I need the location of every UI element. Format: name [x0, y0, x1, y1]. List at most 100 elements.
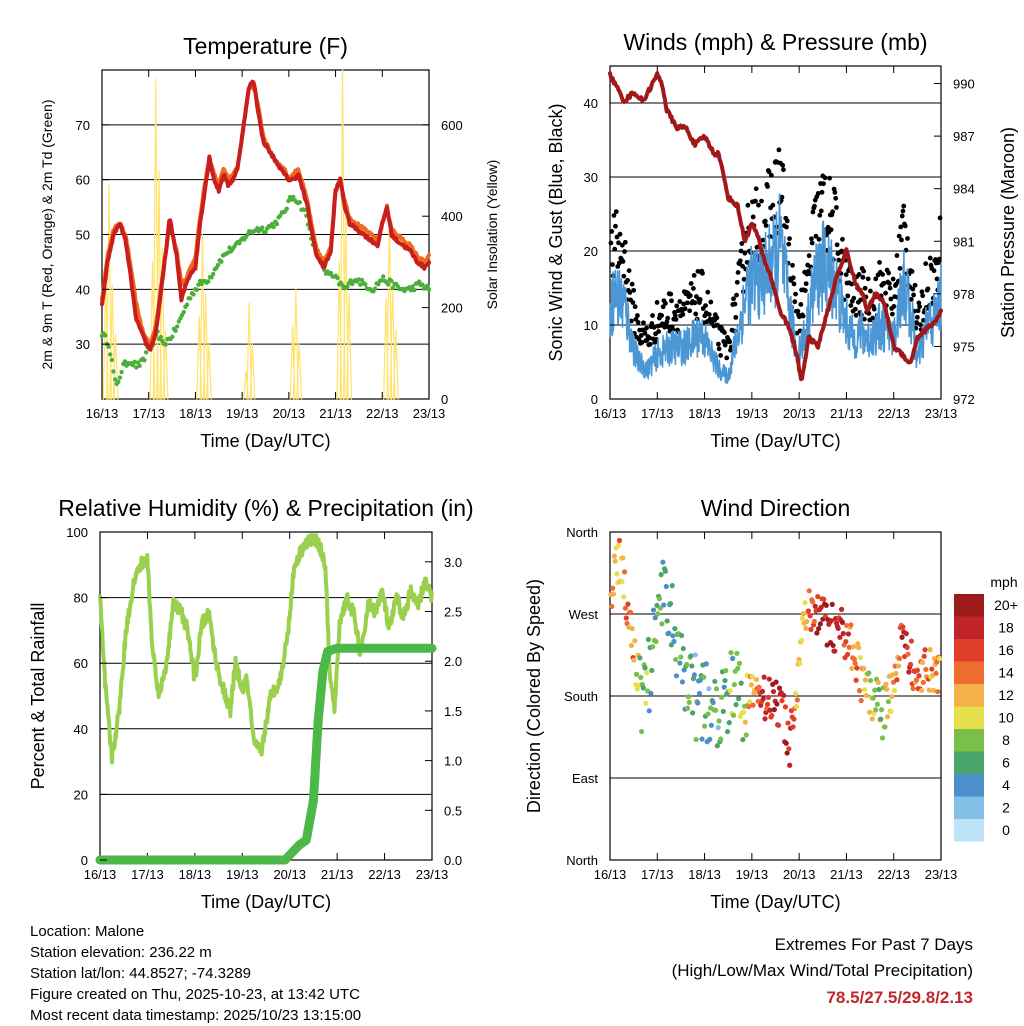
winds-gust-dot: [714, 315, 720, 321]
wdir-point: [803, 625, 809, 631]
winds-gust-dot: [654, 300, 660, 305]
temp-dewpoint-dot: [385, 282, 391, 287]
winds-gust-dot: [802, 288, 808, 293]
winds-gust-dot: [622, 239, 628, 245]
wdir-legend-swatch-7: [954, 661, 984, 684]
wdir-xtick-label-1: 17/13: [641, 867, 674, 882]
wdir-point: [685, 694, 691, 700]
winds-gust-dot: [792, 299, 798, 305]
wdir-point: [645, 636, 651, 643]
winds-gust-dot: [905, 236, 910, 241]
wdir-legend-label-6: 12: [998, 687, 1014, 703]
wdir-point: [930, 687, 937, 694]
wdir-ylabel: Direction (Colored By Speed): [524, 579, 544, 813]
winds-gust-dot: [668, 291, 674, 297]
winds-gust-dot: [896, 233, 902, 239]
wdir-point: [742, 719, 749, 725]
temp-xtick-label-7: 23/13: [413, 406, 446, 421]
wdir-point: [756, 684, 762, 690]
winds-xtick-label-4: 20/13: [783, 406, 816, 421]
rh-precip-line: [95, 643, 437, 865]
wdir-point: [638, 728, 645, 735]
winds-gust-dot: [858, 297, 864, 303]
wdir-point: [913, 677, 920, 683]
wdir-point: [919, 659, 926, 666]
temp-dewpoint-dot: [111, 369, 116, 374]
wdir-point: [612, 558, 618, 564]
winds-gust-dot: [632, 304, 638, 310]
winds-xtick-label-5: 21/13: [830, 406, 863, 421]
wdir-point: [761, 674, 767, 680]
wdir-legend-label-4: 8: [1002, 732, 1010, 748]
wdir-point: [693, 736, 699, 743]
temp-dewpoint-dot: [173, 328, 178, 334]
winds-gust-dot: [680, 312, 686, 317]
temp-solar-spike-2-2: [202, 293, 209, 400]
winds-gust-dot: [822, 175, 828, 181]
wdir-point: [720, 708, 726, 714]
wdir-point: [623, 615, 629, 621]
winds-gust-dot: [616, 240, 621, 246]
wdir-point: [715, 725, 721, 731]
winds-xlabel: Time (Day/UTC): [710, 431, 840, 451]
wdir-point: [879, 707, 885, 713]
wdir-point: [646, 708, 652, 714]
winds-xtick-label-6: 22/13: [877, 406, 910, 421]
footer-created: Figure created on Thu, 2025-10-23, at 13…: [30, 986, 360, 1003]
temp-dewpoint-dot: [379, 278, 384, 283]
temp-dewpoint-dot: [122, 359, 128, 364]
wdir-point: [790, 724, 796, 730]
winds-gust-dot: [886, 270, 892, 276]
winds-gust-dot: [616, 260, 622, 266]
winds-xtick-label-2: 18/13: [688, 406, 721, 421]
winds-gust-dot: [659, 313, 665, 318]
rh-ytick-label-3: 60: [74, 656, 88, 671]
temp-dewpoint-dot: [416, 279, 422, 284]
winds-gust-dot: [768, 172, 774, 178]
winds-gust-dot: [687, 293, 693, 299]
winds-gust-dot: [750, 214, 756, 220]
wdir-point: [620, 555, 626, 561]
wdir-point: [771, 707, 777, 713]
temp-solar-spike-4-2: [296, 343, 303, 400]
winds-gust-dot: [806, 253, 812, 259]
winds-gust-dot: [914, 314, 920, 320]
winds-gust-dot: [812, 203, 817, 209]
wdir-xtick-label-5: 21/13: [830, 867, 863, 882]
temp-dewpoint-dot: [335, 275, 340, 281]
temp-solar-spike-6-3: [392, 329, 399, 400]
winds-gust-dot: [682, 306, 688, 312]
wdir-point: [723, 667, 729, 674]
temp-xtick-label-2: 18/13: [179, 406, 212, 421]
wdir-point: [919, 687, 925, 694]
wdir-point: [616, 542, 622, 549]
wdir-point: [779, 698, 785, 704]
winds-gust-dot: [853, 312, 859, 318]
wdir-point: [716, 718, 722, 724]
wdir-point: [781, 692, 787, 699]
wdir-point: [678, 632, 685, 639]
winds-gust-dot: [821, 181, 826, 187]
wdir-point: [867, 709, 873, 715]
wdir-point: [707, 736, 713, 742]
temp-dewpoint-dot: [245, 232, 250, 237]
temp-dewpoint-dot: [184, 302, 190, 307]
winds-ylabel: Sonic Wind & Gust (Blue, Black): [546, 103, 566, 361]
temp-solar-spike-5-3: [346, 293, 353, 400]
wdir-point: [746, 704, 752, 710]
winds-gust-dot: [635, 320, 641, 325]
winds-gust-dot: [650, 313, 655, 318]
winds-gust-dot: [631, 287, 637, 293]
wdir-legend-swatch-1: [954, 796, 984, 819]
wdir-point: [695, 700, 701, 706]
wdir-point: [678, 654, 684, 660]
wdir-point: [673, 656, 679, 663]
winds-gust-dot: [889, 311, 895, 317]
winds-gust-dot: [608, 240, 614, 246]
wdir-point: [806, 588, 812, 594]
wdir-point: [830, 642, 836, 649]
wdir-point: [805, 608, 812, 614]
winds-gust-dot: [647, 341, 653, 347]
temp-dewpoint-dot: [163, 342, 168, 347]
winds-gust-dot: [762, 218, 768, 224]
